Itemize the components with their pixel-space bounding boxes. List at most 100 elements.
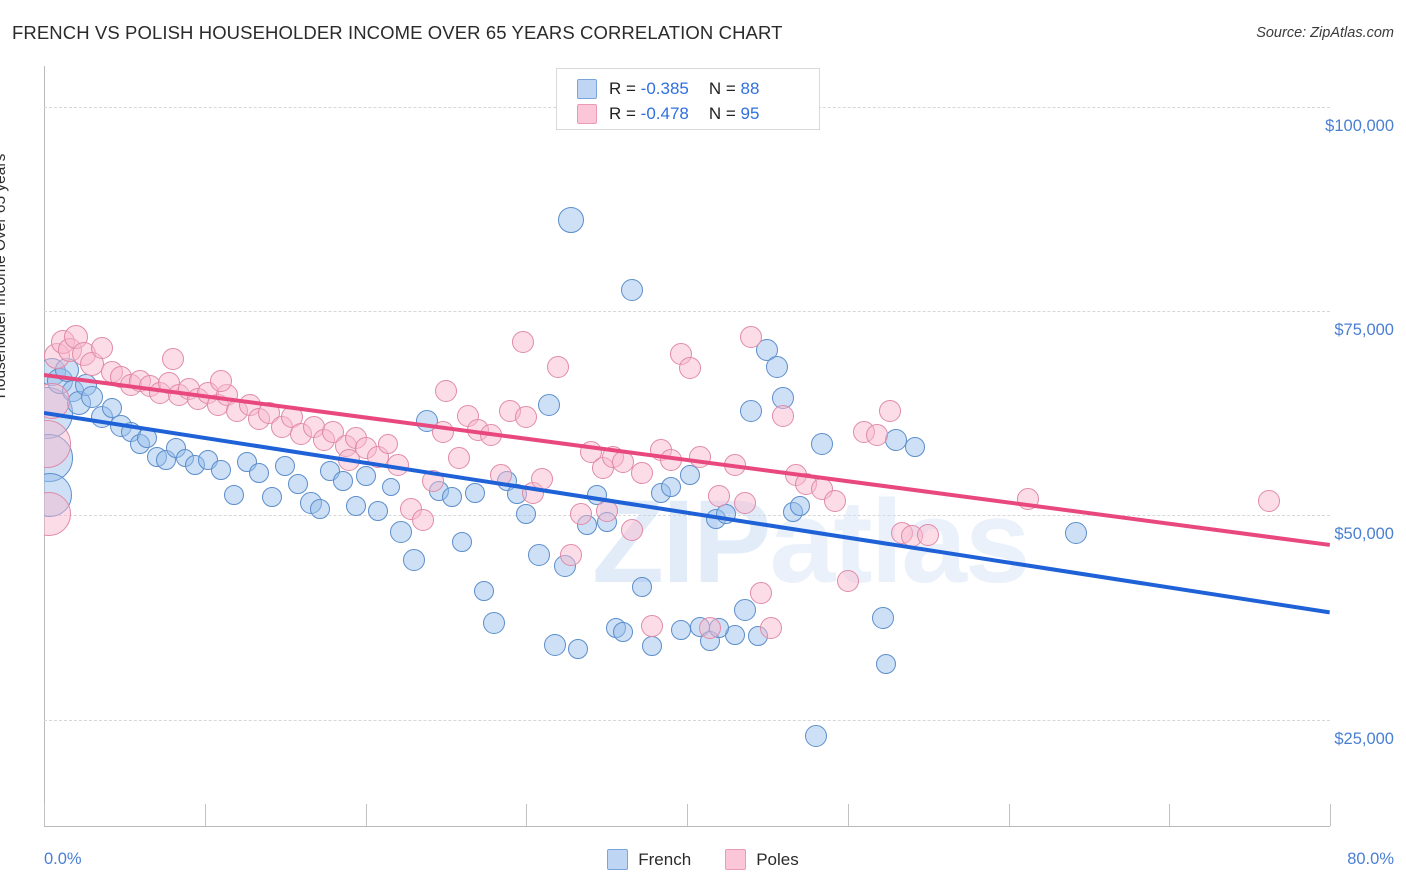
trendline-fr	[44, 410, 1330, 615]
data-point-fr[interactable]	[789, 495, 810, 516]
data-point-pl[interactable]	[515, 406, 538, 429]
data-point-fr[interactable]	[249, 462, 270, 483]
data-point-pl[interactable]	[823, 489, 846, 512]
data-point-pl[interactable]	[1257, 489, 1280, 512]
data-point-fr[interactable]	[516, 503, 537, 524]
data-point-fr[interactable]	[332, 471, 353, 492]
data-point-pl[interactable]	[759, 617, 782, 640]
data-point-pl[interactable]	[679, 357, 702, 380]
data-point-pl[interactable]	[579, 440, 602, 463]
data-point-pl[interactable]	[630, 461, 653, 484]
data-point-fr[interactable]	[136, 427, 157, 448]
data-point-pl[interactable]	[1016, 488, 1039, 511]
data-point-fr[interactable]	[631, 577, 652, 598]
x-axis-tick	[1169, 804, 1171, 826]
data-point-pl[interactable]	[378, 433, 398, 454]
data-point-fr[interactable]	[544, 633, 567, 656]
data-point-pl[interactable]	[724, 453, 747, 476]
data-point-fr[interactable]	[641, 636, 662, 657]
data-point-fr[interactable]	[733, 599, 756, 622]
data-point-fr[interactable]	[537, 394, 560, 417]
data-point-pl[interactable]	[431, 421, 454, 444]
data-point-pl[interactable]	[209, 369, 232, 392]
data-point-pl[interactable]	[434, 380, 457, 403]
data-point-fr[interactable]	[1065, 522, 1087, 545]
data-point-fr[interactable]	[660, 476, 681, 497]
data-point-fr[interactable]	[876, 654, 897, 675]
data-point-fr[interactable]	[872, 607, 895, 630]
page-title: FRENCH VS POLISH HOUSEHOLDER INCOME OVER…	[12, 22, 783, 43]
data-point-fr[interactable]	[262, 487, 283, 508]
data-point-pl[interactable]	[733, 492, 756, 515]
data-point-pl[interactable]	[865, 424, 888, 447]
y-axis-tick-label: $50,000	[1334, 525, 1394, 544]
data-point-fr[interactable]	[621, 278, 644, 301]
legend-item-french[interactable]: French	[607, 849, 691, 870]
data-point-fr[interactable]	[275, 456, 296, 477]
data-point-fr[interactable]	[567, 639, 588, 660]
data-point-pl[interactable]	[917, 524, 940, 547]
data-point-pl[interactable]	[161, 347, 184, 370]
data-point-fr[interactable]	[402, 549, 425, 572]
legend-item-poles[interactable]: Poles	[725, 849, 799, 870]
data-point-fr[interactable]	[81, 385, 104, 408]
plot-clip: ZIPatlas	[44, 66, 1330, 826]
data-point-pl[interactable]	[547, 355, 570, 378]
data-point-fr[interactable]	[680, 464, 701, 485]
data-point-pl[interactable]	[878, 399, 901, 422]
data-point-fr[interactable]	[345, 495, 366, 516]
data-point-fr[interactable]	[884, 429, 907, 452]
data-point-pl[interactable]	[640, 614, 663, 637]
stat-swatch-poles	[577, 103, 597, 124]
data-point-pl[interactable]	[836, 569, 859, 592]
data-point-pl[interactable]	[447, 447, 470, 470]
stat-row: R = -0.478 N = 95	[557, 101, 819, 126]
data-point-fr[interactable]	[310, 498, 331, 519]
data-point-pl[interactable]	[569, 502, 592, 525]
data-point-pl[interactable]	[90, 336, 113, 359]
data-point-pl[interactable]	[595, 500, 618, 523]
data-point-fr[interactable]	[474, 580, 495, 601]
data-point-pl[interactable]	[412, 508, 435, 531]
data-point-pl[interactable]	[611, 451, 634, 474]
data-point-pl[interactable]	[659, 448, 682, 471]
data-point-pl[interactable]	[688, 445, 711, 468]
data-point-pl[interactable]	[422, 470, 444, 493]
data-point-fr[interactable]	[464, 482, 485, 503]
data-point-fr[interactable]	[612, 621, 633, 642]
data-point-fr[interactable]	[442, 487, 463, 508]
data-point-fr[interactable]	[528, 543, 551, 566]
data-point-fr[interactable]	[210, 459, 231, 480]
data-point-pl[interactable]	[740, 326, 763, 349]
data-point-fr[interactable]	[223, 485, 244, 506]
data-point-fr[interactable]	[287, 474, 308, 495]
data-point-pl[interactable]	[338, 448, 361, 471]
data-point-fr[interactable]	[389, 520, 412, 543]
data-point-fr[interactable]	[558, 206, 585, 233]
x-axis-tick	[526, 804, 528, 826]
data-point-fr[interactable]	[804, 725, 827, 748]
data-point-fr[interactable]	[905, 436, 926, 457]
data-point-pl[interactable]	[621, 519, 644, 542]
x-axis-tick	[1008, 804, 1010, 826]
data-point-pl[interactable]	[772, 404, 795, 427]
data-point-fr[interactable]	[451, 531, 472, 552]
data-point-pl[interactable]	[512, 331, 535, 354]
data-point-pl[interactable]	[489, 463, 512, 486]
data-point-fr[interactable]	[368, 501, 389, 522]
data-point-pl[interactable]	[749, 582, 772, 605]
data-point-fr[interactable]	[766, 355, 789, 378]
data-point-fr[interactable]	[101, 397, 122, 418]
data-point-pl[interactable]	[531, 467, 554, 490]
data-point-fr[interactable]	[811, 432, 834, 455]
data-point-pl[interactable]	[560, 543, 583, 566]
data-point-pl[interactable]	[386, 453, 409, 476]
data-point-pl[interactable]	[479, 424, 502, 447]
data-point-fr[interactable]	[740, 399, 763, 422]
data-point-fr[interactable]	[670, 619, 691, 640]
data-point-pl[interactable]	[708, 484, 731, 507]
data-point-pl[interactable]	[698, 617, 721, 640]
data-point-fr[interactable]	[382, 477, 401, 496]
data-point-fr[interactable]	[483, 612, 506, 635]
data-point-fr[interactable]	[355, 466, 376, 487]
